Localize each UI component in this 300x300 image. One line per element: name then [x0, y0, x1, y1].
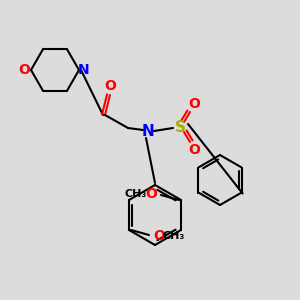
Text: N: N [142, 124, 154, 140]
Text: O: O [188, 143, 200, 157]
Text: O: O [153, 229, 165, 243]
Text: S: S [175, 119, 185, 134]
Text: O: O [188, 97, 200, 111]
Text: CH₃: CH₃ [163, 231, 185, 241]
Text: O: O [145, 187, 157, 201]
Text: N: N [78, 63, 90, 77]
Text: O: O [18, 63, 30, 77]
Text: CH₃: CH₃ [125, 189, 147, 199]
Text: O: O [104, 79, 116, 93]
